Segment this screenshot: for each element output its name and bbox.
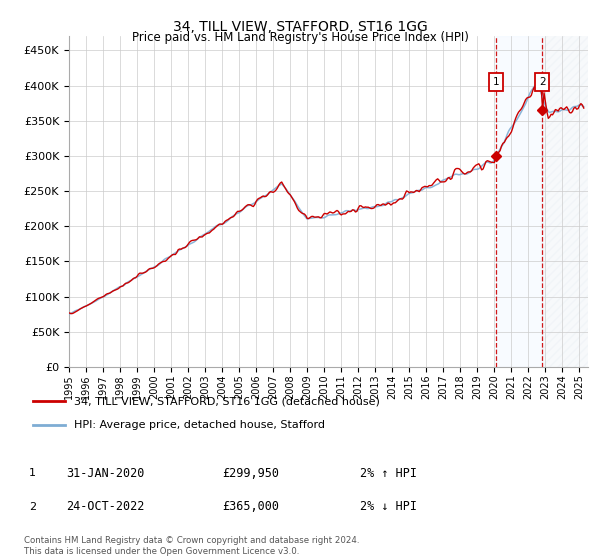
Text: 2: 2 (539, 77, 545, 87)
Text: 31-JAN-2020: 31-JAN-2020 (66, 466, 145, 480)
Text: 2% ↓ HPI: 2% ↓ HPI (360, 500, 417, 514)
Text: Price paid vs. HM Land Registry's House Price Index (HPI): Price paid vs. HM Land Registry's House … (131, 31, 469, 44)
Text: 34, TILL VIEW, STAFFORD, ST16 1GG (detached house): 34, TILL VIEW, STAFFORD, ST16 1GG (detac… (74, 396, 379, 407)
Text: 24-OCT-2022: 24-OCT-2022 (66, 500, 145, 514)
Bar (542, 36, 588, 367)
Bar (496, 36, 542, 367)
Text: 2% ↑ HPI: 2% ↑ HPI (360, 466, 417, 480)
Text: HPI: Average price, detached house, Stafford: HPI: Average price, detached house, Staf… (74, 419, 325, 430)
Text: £299,950: £299,950 (222, 466, 279, 480)
Text: £365,000: £365,000 (222, 500, 279, 514)
Text: 1: 1 (493, 77, 499, 87)
Text: 34, TILL VIEW, STAFFORD, ST16 1GG: 34, TILL VIEW, STAFFORD, ST16 1GG (173, 20, 427, 34)
Text: 1: 1 (29, 468, 36, 478)
Text: 2: 2 (29, 502, 36, 512)
Text: Contains HM Land Registry data © Crown copyright and database right 2024.
This d: Contains HM Land Registry data © Crown c… (24, 536, 359, 556)
